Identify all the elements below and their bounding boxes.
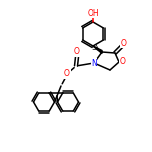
Text: O: O [74, 47, 80, 57]
Text: O: O [64, 69, 70, 78]
Polygon shape [93, 46, 102, 54]
Text: O: O [121, 38, 127, 47]
Text: O: O [120, 57, 126, 67]
Text: N: N [91, 59, 97, 67]
Text: OH: OH [87, 9, 99, 17]
